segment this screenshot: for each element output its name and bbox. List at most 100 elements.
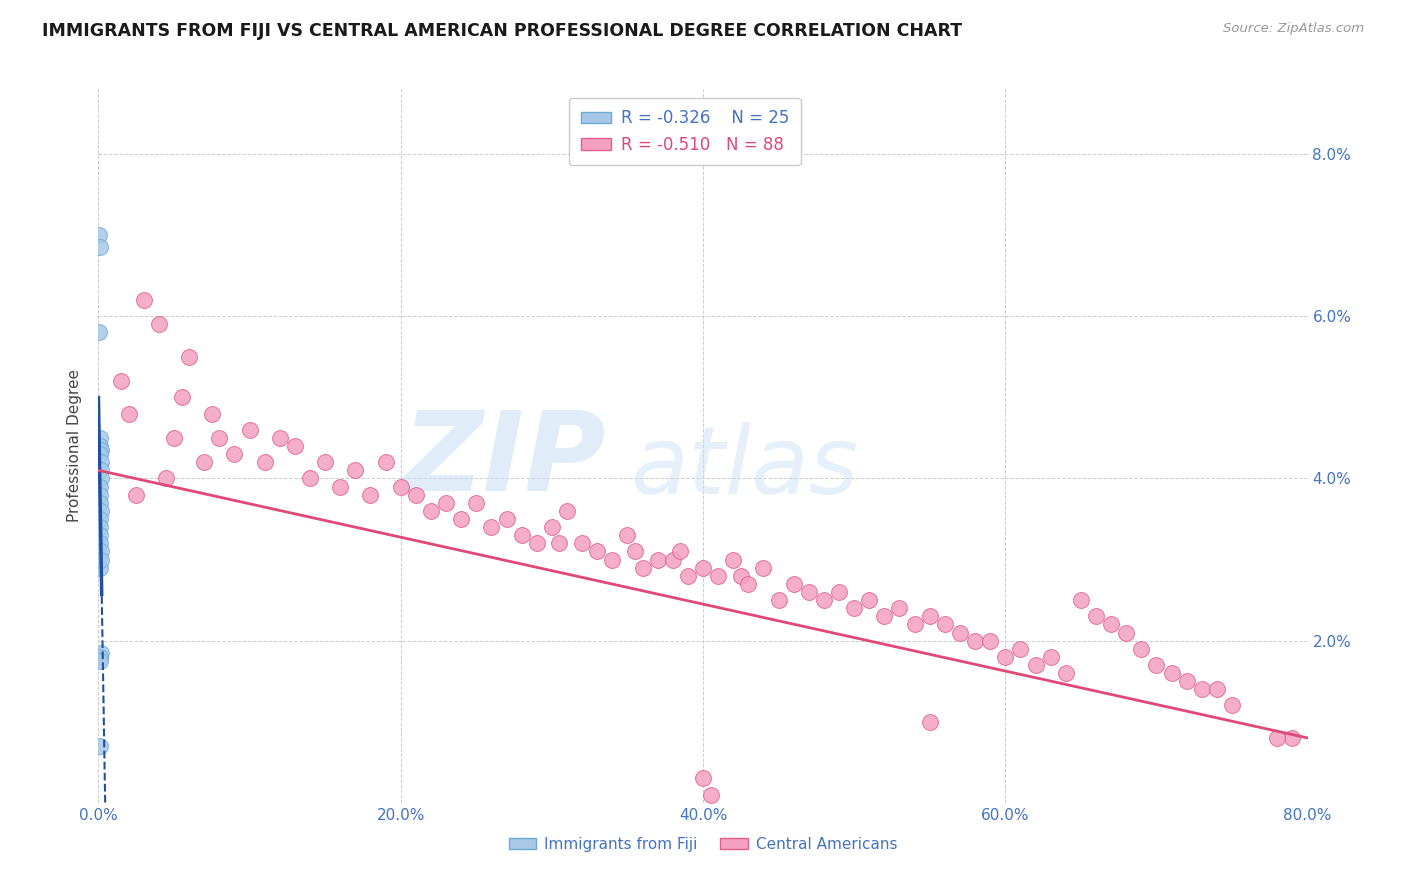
Point — [314, 455, 336, 469]
Point — [510, 528, 533, 542]
Point — [89, 479, 111, 493]
Point — [465, 496, 488, 510]
Point — [89, 560, 111, 574]
Point — [360, 488, 382, 502]
Point — [555, 504, 578, 518]
Point — [89, 496, 111, 510]
Point — [89, 536, 111, 550]
Point — [90, 646, 112, 660]
Point — [994, 649, 1017, 664]
Point — [434, 496, 457, 510]
Point — [768, 593, 790, 607]
Point — [1146, 657, 1168, 672]
Point — [89, 240, 111, 254]
Point — [723, 552, 745, 566]
Point — [269, 431, 291, 445]
Point — [1206, 682, 1229, 697]
Point — [90, 544, 112, 558]
Point — [586, 544, 609, 558]
Point — [1085, 609, 1108, 624]
Point — [495, 512, 517, 526]
Point — [624, 544, 647, 558]
Point — [90, 471, 112, 485]
Point — [904, 617, 927, 632]
Point — [889, 601, 911, 615]
Point — [89, 654, 111, 668]
Y-axis label: Professional Degree: Professional Degree — [67, 369, 83, 523]
Point — [148, 318, 170, 332]
Point — [208, 431, 231, 445]
Point — [692, 560, 714, 574]
Point — [450, 512, 472, 526]
Point — [89, 488, 111, 502]
Point — [193, 455, 215, 469]
Point — [110, 374, 132, 388]
Text: Source: ZipAtlas.com: Source: ZipAtlas.com — [1223, 22, 1364, 36]
Point — [1024, 657, 1046, 672]
Point — [239, 423, 262, 437]
Text: IMMIGRANTS FROM FIJI VS CENTRAL AMERICAN PROFESSIONAL DEGREE CORRELATION CHART: IMMIGRANTS FROM FIJI VS CENTRAL AMERICAN… — [42, 22, 962, 40]
Point — [707, 568, 730, 582]
Point — [344, 463, 367, 477]
Point — [1130, 641, 1153, 656]
Point — [1070, 593, 1092, 607]
Point — [1099, 617, 1122, 632]
Point — [89, 447, 111, 461]
Point — [934, 617, 956, 632]
Point — [1054, 666, 1077, 681]
Legend: Immigrants from Fiji, Central Americans: Immigrants from Fiji, Central Americans — [502, 829, 904, 859]
Point — [737, 577, 759, 591]
Point — [797, 585, 820, 599]
Point — [1160, 666, 1182, 681]
Point — [89, 228, 111, 243]
Point — [616, 528, 638, 542]
Point — [90, 504, 112, 518]
Point — [179, 350, 201, 364]
Point — [89, 520, 111, 534]
Point — [89, 431, 111, 445]
Point — [752, 560, 775, 574]
Point — [669, 544, 692, 558]
Point — [89, 512, 111, 526]
Point — [89, 439, 111, 453]
Point — [526, 536, 548, 550]
Point — [389, 479, 412, 493]
Point — [1115, 625, 1137, 640]
Point — [813, 593, 835, 607]
Point — [548, 536, 571, 550]
Point — [329, 479, 352, 493]
Point — [1191, 682, 1213, 697]
Point — [699, 788, 721, 802]
Point — [481, 520, 503, 534]
Point — [828, 585, 851, 599]
Point — [661, 552, 683, 566]
Point — [676, 568, 699, 582]
Point — [692, 772, 714, 786]
Point — [844, 601, 866, 615]
Point — [1220, 698, 1243, 713]
Point — [420, 504, 443, 518]
Point — [201, 407, 224, 421]
Point — [118, 407, 141, 421]
Point — [253, 455, 276, 469]
Point — [170, 390, 193, 404]
Point — [89, 649, 111, 664]
Point — [90, 552, 112, 566]
Point — [949, 625, 972, 640]
Point — [571, 536, 593, 550]
Point — [132, 293, 155, 307]
Point — [89, 528, 111, 542]
Point — [965, 633, 987, 648]
Point — [90, 443, 112, 458]
Point — [90, 463, 112, 477]
Point — [979, 633, 1001, 648]
Point — [918, 609, 941, 624]
Point — [299, 471, 322, 485]
Point — [224, 447, 246, 461]
Point — [90, 455, 112, 469]
Point — [155, 471, 177, 485]
Point — [602, 552, 624, 566]
Point — [730, 568, 752, 582]
Point — [163, 431, 186, 445]
Text: ZIP: ZIP — [402, 407, 606, 514]
